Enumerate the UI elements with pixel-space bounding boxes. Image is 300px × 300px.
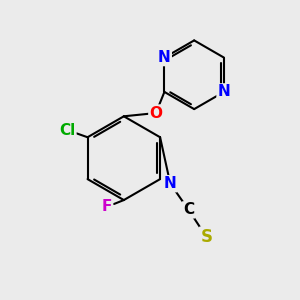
Text: C: C [183, 202, 194, 217]
Text: N: N [164, 176, 177, 191]
Text: F: F [102, 199, 112, 214]
Text: S: S [200, 228, 212, 246]
Text: O: O [149, 106, 162, 121]
Text: N: N [158, 50, 171, 65]
Text: Cl: Cl [59, 122, 75, 137]
Text: N: N [218, 84, 230, 99]
